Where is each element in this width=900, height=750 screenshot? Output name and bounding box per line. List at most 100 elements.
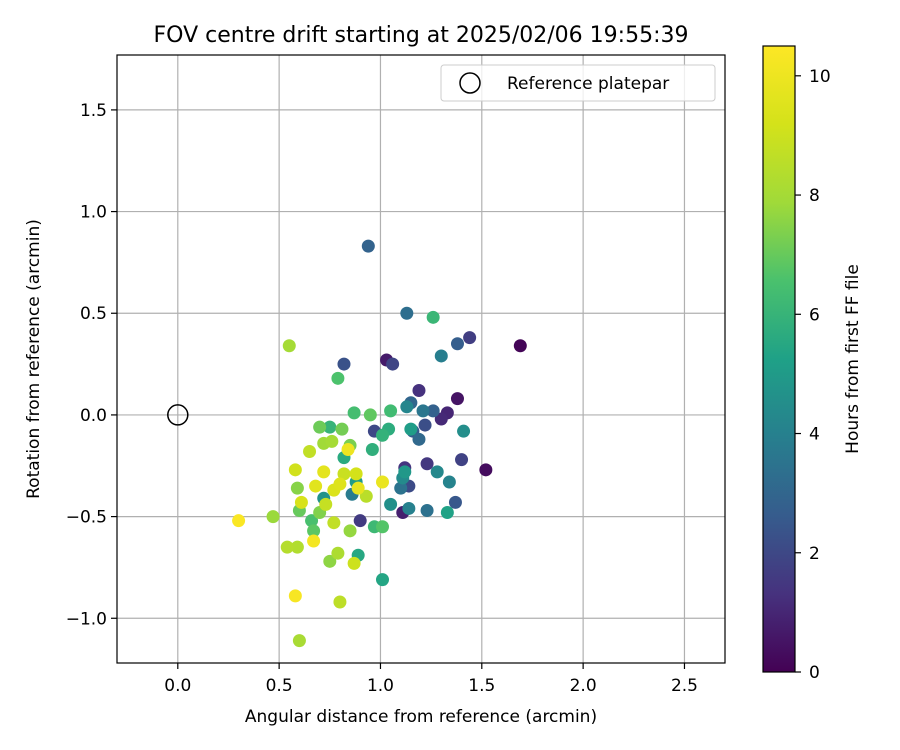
x-tick-label: 2.0 bbox=[570, 676, 597, 696]
chart-title: FOV centre drift starting at 2025/02/06 … bbox=[154, 23, 689, 48]
data-point bbox=[426, 310, 440, 324]
data-point bbox=[331, 546, 345, 560]
data-point bbox=[266, 510, 280, 524]
data-point bbox=[450, 392, 464, 406]
data-point bbox=[333, 477, 347, 491]
y-tick-label: 0.5 bbox=[80, 304, 107, 324]
y-axis-label: Rotation from reference (arcmin) bbox=[24, 219, 44, 499]
data-points bbox=[232, 239, 527, 648]
data-point bbox=[363, 408, 377, 422]
data-point bbox=[463, 331, 477, 345]
data-point bbox=[375, 475, 389, 489]
data-point bbox=[394, 481, 408, 495]
data-point bbox=[333, 595, 347, 609]
data-point bbox=[479, 463, 493, 477]
legend-open-circle-marker bbox=[459, 72, 481, 94]
data-point bbox=[455, 453, 469, 467]
data-point bbox=[331, 371, 345, 385]
data-point bbox=[420, 503, 434, 517]
data-point bbox=[448, 495, 462, 509]
reference-point-marker bbox=[167, 404, 189, 426]
colorbar-tick-label: 2 bbox=[809, 544, 820, 564]
data-point bbox=[313, 420, 327, 434]
legend: Reference platepar bbox=[440, 64, 716, 102]
y-tick-label: 1.5 bbox=[80, 101, 107, 121]
data-point bbox=[303, 445, 317, 459]
data-point bbox=[282, 339, 296, 353]
colorbar-ticks: 0 2 4 6 8 10 bbox=[795, 67, 831, 683]
data-point bbox=[353, 514, 367, 528]
data-point bbox=[305, 514, 319, 528]
data-point bbox=[513, 339, 527, 353]
data-point bbox=[450, 337, 464, 351]
data-point bbox=[361, 239, 375, 253]
legend-entry-label: Reference platepar bbox=[507, 74, 669, 94]
data-point bbox=[412, 384, 426, 398]
data-point bbox=[317, 465, 331, 479]
data-point bbox=[375, 520, 389, 534]
data-point bbox=[434, 349, 448, 363]
data-point bbox=[386, 357, 400, 371]
data-point bbox=[349, 467, 363, 481]
data-point bbox=[290, 481, 304, 495]
data-point bbox=[343, 524, 357, 538]
data-point bbox=[426, 404, 440, 418]
y-tick-label: 0.0 bbox=[80, 406, 107, 426]
data-point bbox=[290, 540, 304, 554]
data-point bbox=[307, 524, 321, 538]
data-point bbox=[347, 556, 361, 570]
data-point bbox=[375, 428, 389, 442]
grid-lines bbox=[117, 55, 725, 663]
colorbar-tick-label: 6 bbox=[809, 305, 820, 325]
data-point bbox=[319, 497, 333, 511]
data-point bbox=[430, 465, 444, 479]
data-point bbox=[398, 465, 412, 479]
data-point bbox=[416, 404, 430, 418]
data-point bbox=[420, 457, 434, 471]
data-point bbox=[294, 495, 308, 509]
y-tick-label: 1.0 bbox=[80, 203, 107, 223]
x-axis-ticks: 0.0 0.5 1.0 1.5 2.0 2.5 bbox=[164, 663, 698, 696]
legend-box bbox=[440, 64, 716, 102]
data-point bbox=[375, 573, 389, 587]
data-point bbox=[400, 306, 414, 320]
x-tick-label: 2.5 bbox=[671, 676, 698, 696]
data-point bbox=[412, 432, 426, 446]
data-point bbox=[307, 534, 321, 548]
data-point bbox=[384, 497, 398, 511]
data-point bbox=[400, 400, 414, 414]
colorbar-tick-label: 4 bbox=[809, 425, 820, 445]
x-tick-label: 0.0 bbox=[164, 676, 191, 696]
data-point bbox=[402, 501, 416, 515]
data-point bbox=[351, 481, 365, 495]
data-point bbox=[434, 412, 448, 426]
data-point bbox=[327, 516, 341, 530]
data-point bbox=[309, 479, 323, 493]
data-point bbox=[292, 634, 306, 648]
data-point bbox=[418, 418, 432, 432]
colorbar-gradient bbox=[762, 45, 796, 673]
data-point bbox=[288, 589, 302, 603]
colorbar: 0 2 4 6 8 10 Hours from first FF file bbox=[762, 45, 863, 683]
data-point bbox=[337, 467, 351, 481]
x-axis-label: Angular distance from reference (arcmin) bbox=[245, 707, 597, 727]
data-point bbox=[365, 442, 379, 456]
x-tick-label: 1.5 bbox=[468, 676, 495, 696]
data-point bbox=[347, 406, 361, 420]
data-point bbox=[440, 506, 454, 520]
data-point bbox=[404, 422, 418, 436]
data-point bbox=[325, 434, 339, 448]
data-point bbox=[457, 424, 471, 438]
data-point bbox=[384, 404, 398, 418]
data-point bbox=[335, 422, 349, 436]
data-point bbox=[288, 463, 302, 477]
data-point bbox=[280, 540, 294, 554]
colorbar-label: Hours from first FF file bbox=[843, 264, 863, 454]
data-point bbox=[442, 475, 456, 489]
x-tick-label: 0.5 bbox=[266, 676, 293, 696]
data-point bbox=[337, 357, 351, 371]
y-axis-ticks: −1.0 −0.5 0.0 0.5 1.0 1.5 bbox=[66, 101, 117, 629]
colorbar-tick-label: 8 bbox=[809, 186, 820, 206]
x-tick-label: 1.0 bbox=[367, 676, 394, 696]
